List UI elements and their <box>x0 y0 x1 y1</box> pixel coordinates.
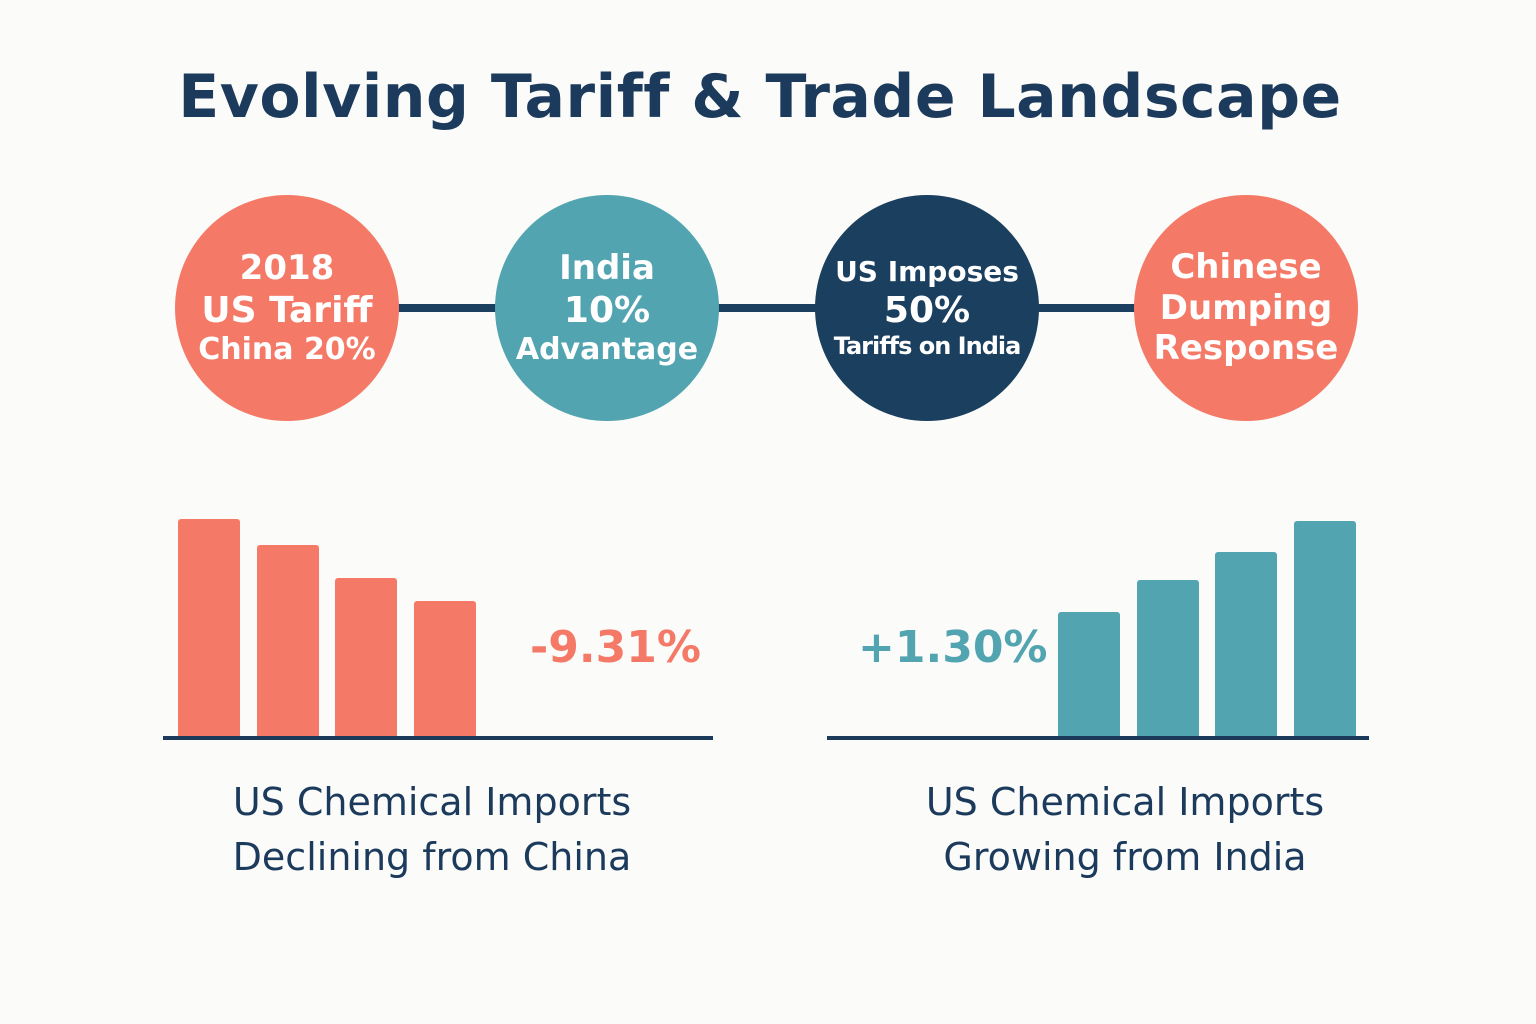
chart-caption: US Chemical Imports Growing from India <box>825 775 1425 885</box>
node-line: Response <box>1153 328 1339 369</box>
bar <box>256 545 319 736</box>
bar <box>1136 579 1199 736</box>
bar <box>335 577 397 736</box>
node-line: Dumping <box>1159 287 1333 328</box>
caption-line: US Chemical Imports <box>232 780 632 824</box>
change-label: -9.31% <box>530 622 701 673</box>
node-line: 2018 <box>239 248 335 288</box>
page-title: Evolving Tariff & Trade Landscape <box>178 62 1342 132</box>
caption-line: Growing from India <box>943 835 1307 879</box>
node-line: Advantage <box>515 331 699 367</box>
chart-baseline <box>163 736 713 740</box>
caption-line: US Chemical Imports <box>925 780 1325 824</box>
node-line: US Tariff <box>201 289 373 331</box>
node-line: 10% <box>563 289 651 331</box>
bar <box>178 519 240 736</box>
timeline-connector <box>390 304 1140 312</box>
chart-baseline <box>827 736 1369 740</box>
node-line: Tariffs on India <box>833 331 1022 360</box>
bar <box>1058 612 1120 736</box>
chart-caption: US Chemical Imports Declining from China <box>132 775 732 885</box>
node-line: 50% <box>883 289 971 331</box>
change-label: +1.30% <box>858 622 1048 673</box>
node-line: China 20% <box>198 331 376 367</box>
timeline-node-chinese-dumping: Chinese Dumping Response <box>1134 195 1358 421</box>
node-line: Chinese <box>1170 246 1322 287</box>
bar <box>1293 521 1356 736</box>
timeline-node-2018-tariff: 2018 US Tariff China 20% <box>175 195 399 421</box>
node-line: India <box>559 248 655 288</box>
bar <box>1215 551 1277 736</box>
caption-line: Declining from China <box>232 835 632 879</box>
node-line: US Imposes <box>835 255 1019 289</box>
timeline-node-us-imposes: US Imposes 50% Tariffs on India <box>815 195 1039 421</box>
timeline-node-india-advantage: India 10% Advantage <box>495 195 719 421</box>
bar <box>413 601 476 736</box>
